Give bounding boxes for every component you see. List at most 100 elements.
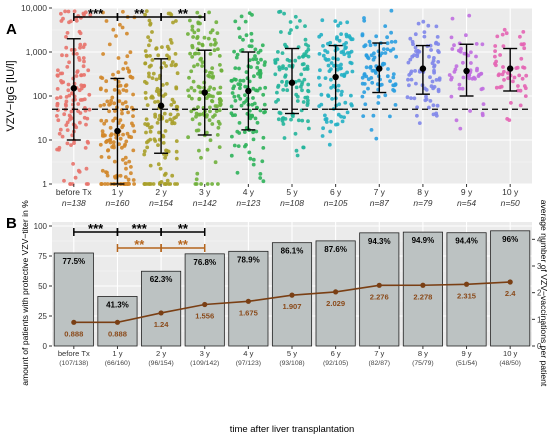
data-point (302, 77, 307, 82)
data-point (55, 114, 59, 118)
data-point (281, 122, 286, 126)
data-point (111, 27, 116, 32)
data-point (150, 94, 154, 99)
data-point (431, 112, 436, 117)
data-point (318, 68, 322, 73)
data-point (458, 126, 463, 131)
data-point (340, 89, 344, 94)
data-point (276, 50, 280, 54)
data-point (100, 129, 105, 134)
data-point (204, 114, 209, 119)
data-point (249, 65, 253, 69)
data-point (124, 89, 129, 93)
data-point (336, 23, 340, 28)
data-point (230, 91, 235, 95)
data-point (210, 182, 215, 186)
data-point (87, 107, 92, 112)
data-point (235, 170, 240, 175)
data-point (101, 52, 105, 56)
data-point (365, 55, 370, 60)
median-point (463, 67, 470, 75)
data-point (229, 111, 234, 116)
data-point (281, 88, 286, 92)
data-point (216, 47, 220, 51)
data-point (363, 102, 368, 107)
data-point (202, 35, 207, 40)
data-point (157, 117, 161, 122)
data-point (297, 78, 301, 83)
data-point (288, 20, 293, 24)
data-point (186, 88, 191, 93)
data-point (117, 99, 122, 103)
data-point (107, 102, 111, 107)
data-point (466, 53, 471, 58)
data-point (190, 28, 195, 32)
x-tick-label: 5 y (287, 349, 297, 358)
data-point (194, 114, 198, 119)
data-point (499, 84, 504, 89)
data-point (142, 152, 147, 157)
data-point (106, 148, 111, 153)
bar (490, 230, 531, 347)
data-point (253, 54, 257, 58)
data-point (233, 98, 238, 103)
x-tick-n-label: n=79 (413, 198, 432, 208)
data-point (393, 39, 398, 44)
data-point (121, 88, 126, 92)
data-point (193, 182, 198, 186)
data-point (339, 32, 343, 36)
data-point (175, 71, 180, 76)
data-point (173, 182, 177, 186)
x-tick-n-label: n=105 (324, 198, 348, 208)
data-point (233, 66, 238, 70)
data-point (406, 60, 411, 65)
data-point (261, 146, 266, 150)
y2-tick-label: 2 (537, 289, 542, 298)
data-point (461, 75, 466, 80)
vaccination-point (202, 301, 208, 308)
data-point (287, 64, 292, 68)
data-point (254, 57, 259, 62)
data-point (116, 70, 121, 75)
data-point (127, 134, 132, 139)
data-point (502, 78, 506, 82)
data-point (409, 96, 413, 100)
data-point (389, 8, 394, 13)
data-point (147, 64, 152, 69)
data-point (299, 84, 303, 89)
data-point (449, 35, 454, 40)
data-point (169, 41, 174, 45)
data-point (143, 49, 148, 53)
data-point (156, 162, 161, 167)
panel-a-significance: *** ** ** (73, 6, 206, 21)
data-point (67, 20, 71, 25)
data-point (468, 109, 472, 113)
data-point (317, 34, 322, 39)
data-point (295, 94, 300, 99)
data-point (192, 30, 197, 35)
data-point (295, 99, 300, 103)
panel-a-significance-label: ** (134, 6, 145, 21)
data-point (457, 86, 462, 91)
data-point (386, 67, 390, 71)
data-point (273, 72, 278, 77)
data-point (259, 57, 263, 62)
data-point (234, 55, 239, 60)
data-point (334, 122, 338, 127)
data-point (506, 71, 510, 75)
data-point (382, 62, 387, 66)
data-point (198, 57, 203, 62)
data-point (207, 74, 212, 79)
data-point (81, 84, 86, 88)
data-point (236, 94, 241, 98)
data-point (174, 149, 179, 154)
median-point (70, 85, 78, 92)
data-point (303, 53, 308, 58)
data-point (57, 145, 62, 150)
data-point (111, 140, 116, 145)
data-point (76, 109, 80, 113)
data-point (208, 94, 213, 98)
data-point (424, 88, 429, 92)
data-point (101, 10, 105, 15)
data-point (385, 41, 390, 46)
